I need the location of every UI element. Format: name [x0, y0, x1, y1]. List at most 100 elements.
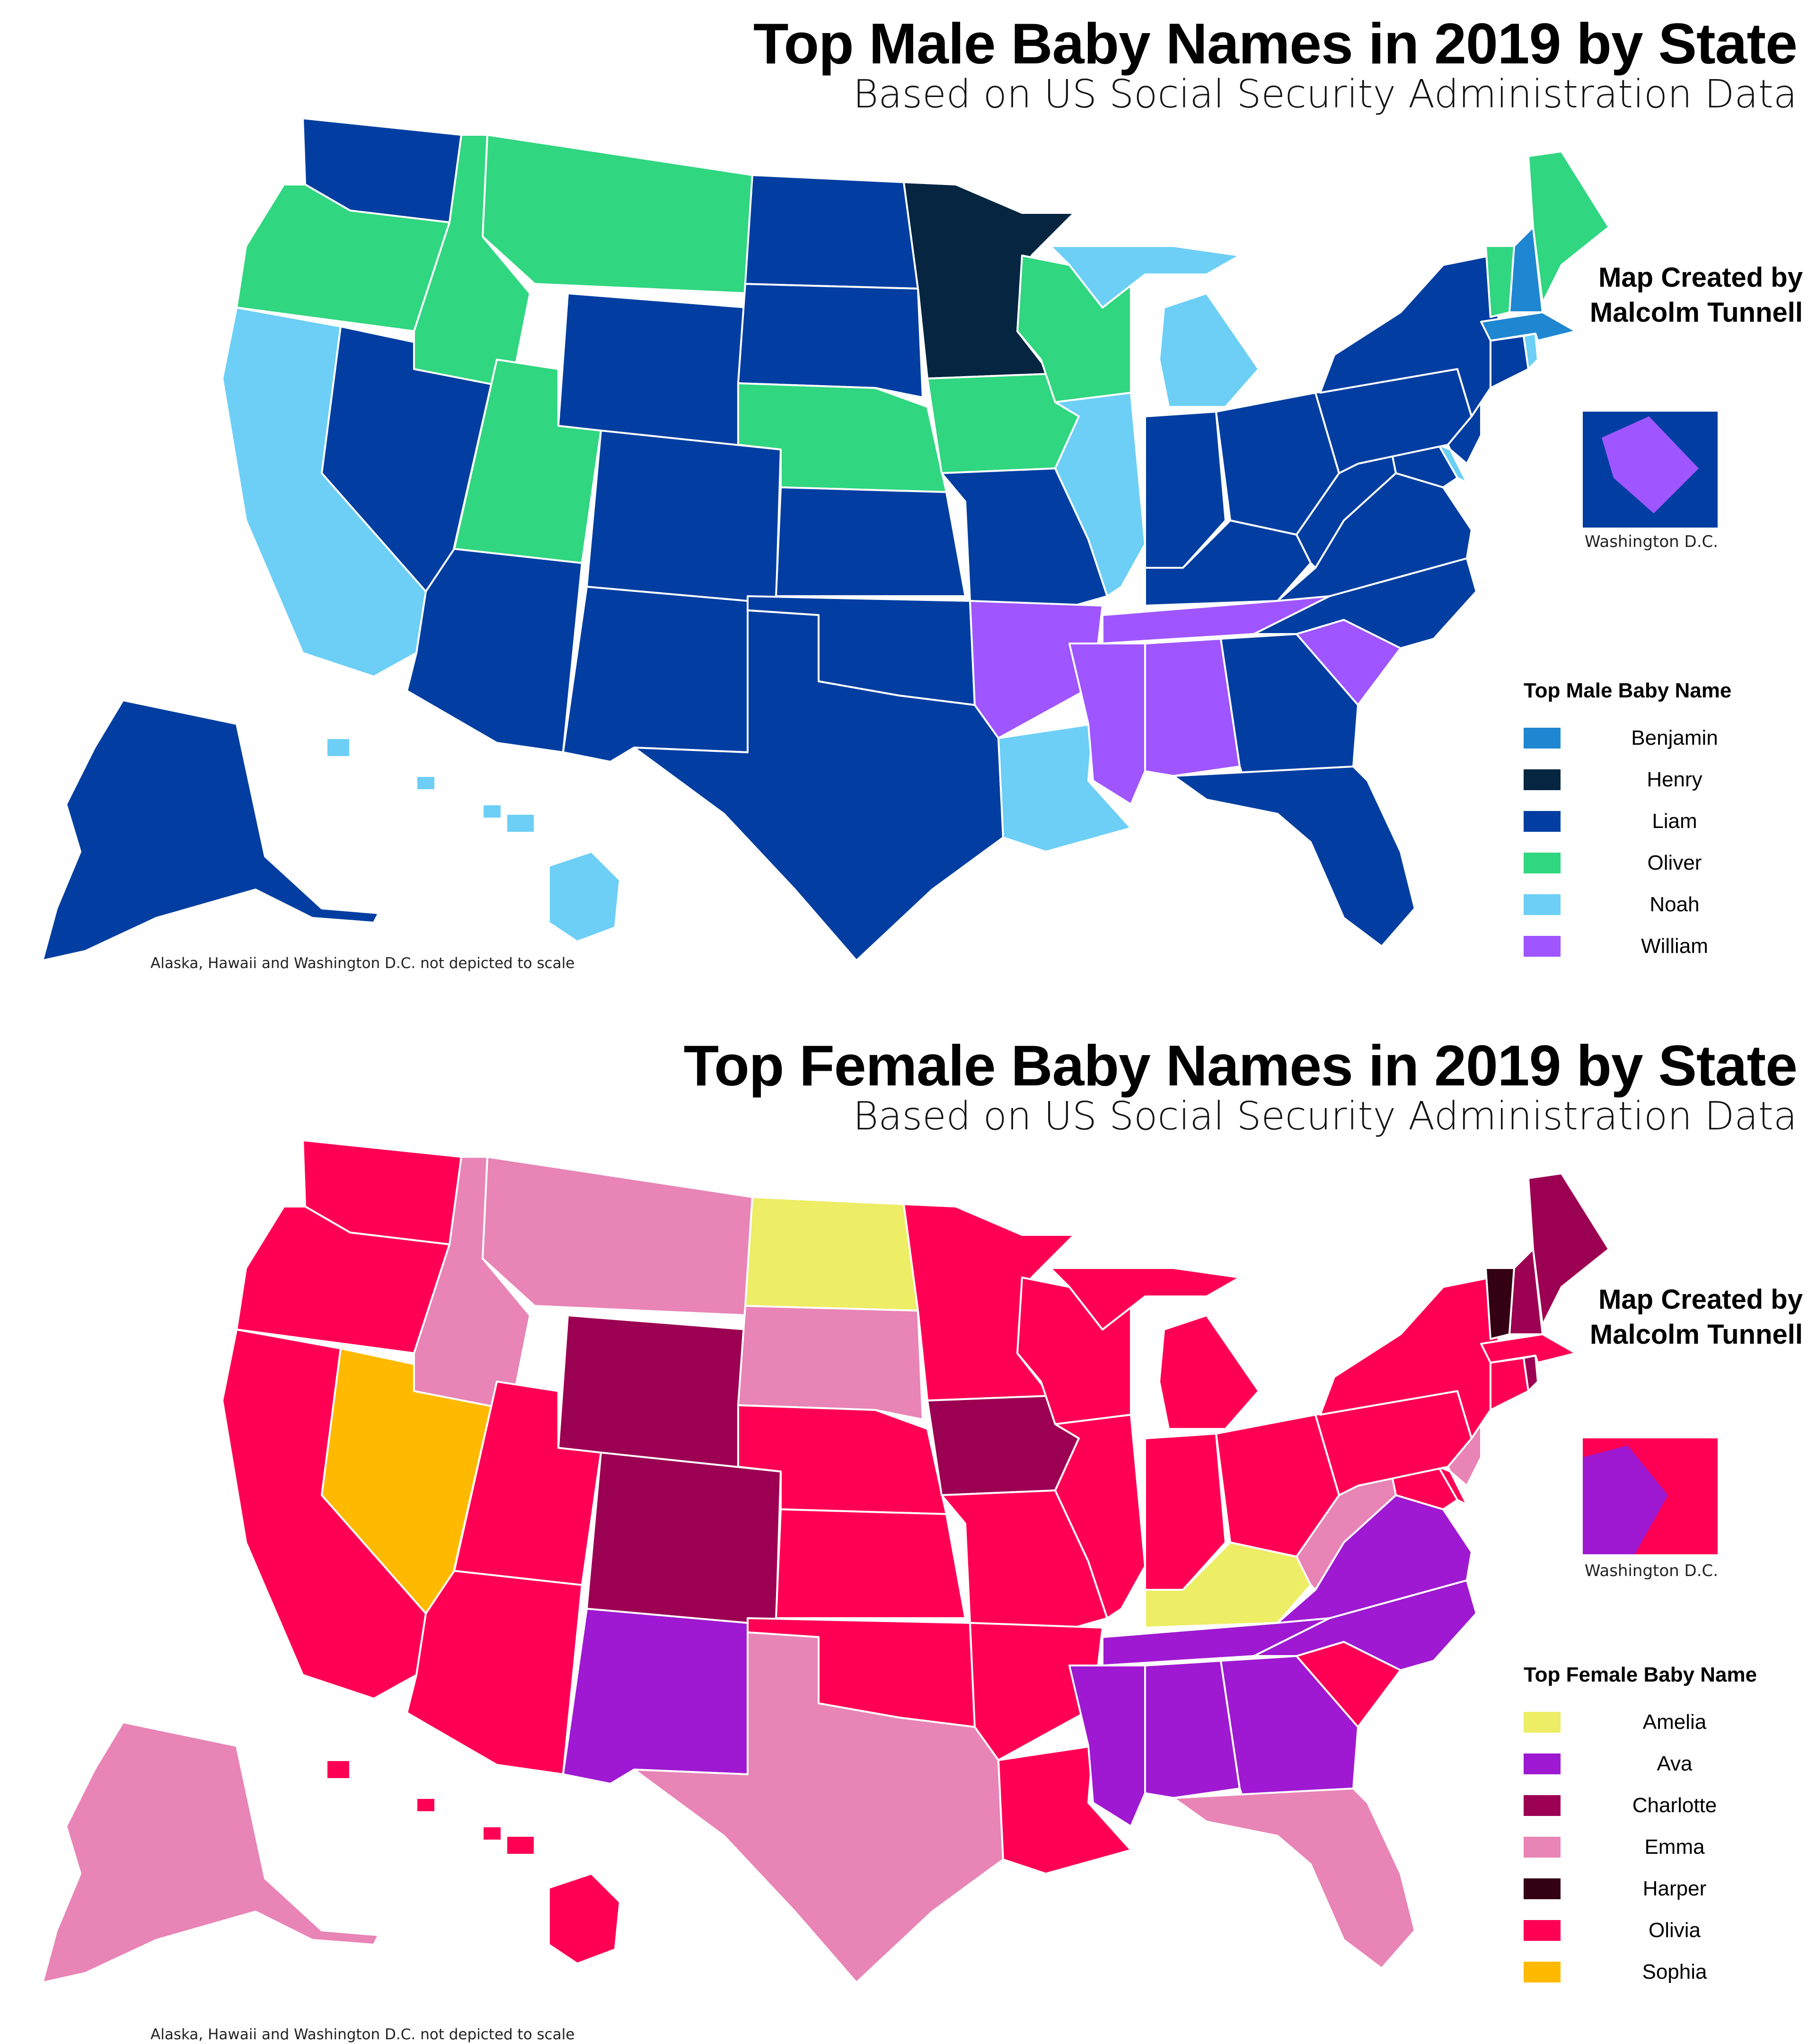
male-map-panel: Top Male Baby Names in 2019 by State Bas… — [42, 11, 1803, 972]
legend-item: Sophia — [1524, 1951, 1770, 1993]
state-co — [586, 430, 782, 607]
legend-label: Liam — [1652, 810, 1697, 833]
male-us-map — [42, 117, 1610, 961]
state-me — [1527, 150, 1610, 304]
female-legend: Top Female Baby Name Amelia Ava Charlotte E… — [1524, 1661, 1770, 1993]
state-co — [586, 1452, 782, 1629]
state-de — [1438, 1466, 1468, 1506]
state-ks — [775, 1508, 966, 1619]
state-ak — [42, 699, 379, 961]
male-legend-items: Benjamin Henry Liam Oliver Noah William — [1524, 717, 1770, 967]
male-credit-line2: Malcolm Tunnell — [1589, 297, 1803, 328]
legend-swatch — [1524, 853, 1561, 873]
state-al — [1144, 1660, 1241, 1799]
male-map-title: Top Male Baby Names in 2019 by State — [753, 11, 1798, 76]
legend-label: Harper — [1642, 1877, 1707, 1900]
legend-swatch — [1524, 1795, 1561, 1816]
legend-item: Ava — [1524, 1743, 1770, 1785]
female-map-title: Top Female Baby Names in 2019 by State — [683, 1033, 1798, 1098]
legend-label: Amelia — [1642, 1710, 1707, 1734]
legend-swatch — [1524, 1753, 1561, 1774]
female-legend-title: Top Female Baby Name — [1524, 1663, 1757, 1686]
state-az — [406, 1570, 583, 1775]
legend-item: Oliver — [1524, 842, 1770, 884]
female-dc-inset — [1583, 1438, 1718, 1554]
state-nd — [744, 1196, 919, 1312]
state-dc — [1583, 1445, 1668, 1554]
legend-label: Noah — [1649, 893, 1700, 916]
state-wy — [557, 1314, 749, 1472]
state-hi — [326, 737, 621, 943]
state-mt — [482, 134, 753, 294]
female-map-credit: Map Created by Malcolm Tunnell — [1576, 1282, 1803, 1352]
legend-swatch — [1524, 1962, 1561, 1982]
state-ar — [969, 600, 1103, 739]
state-dc — [1602, 416, 1699, 513]
state-nh — [1508, 1248, 1544, 1335]
female-states-group — [42, 1139, 1610, 1983]
legend-item: Amelia — [1524, 1701, 1770, 1743]
state-sd — [737, 1305, 924, 1420]
state-sd — [737, 283, 924, 398]
female-legend-items: Amelia Ava Charlotte Emma Harper Olivia Sophia — [1524, 1701, 1770, 1993]
male-credit-line1: Map Created by — [1598, 262, 1803, 293]
legend-label: William — [1641, 934, 1708, 958]
state-al — [1144, 638, 1241, 777]
legend-item: Emma — [1524, 1826, 1770, 1868]
state-tx — [633, 1631, 1004, 1983]
female-dc-label: Washington D.C. — [1584, 1561, 1719, 1580]
male-dc-label: Washington D.C. — [1584, 532, 1719, 551]
state-tx — [633, 609, 1004, 961]
state-fl — [1173, 1788, 1416, 1969]
legend-swatch — [1524, 936, 1561, 957]
male-dc-inset — [1583, 412, 1718, 528]
legend-swatch — [1524, 728, 1561, 749]
state-nm — [562, 1608, 749, 1785]
legend-item: Olivia — [1524, 1910, 1770, 1951]
state-nm — [562, 586, 749, 763]
state-wy — [557, 292, 749, 450]
female-credit-line1: Map Created by — [1598, 1284, 1803, 1315]
legend-label: Benjamin — [1631, 726, 1718, 749]
state-ks — [775, 486, 966, 597]
legend-swatch — [1524, 1920, 1561, 1941]
state-de — [1438, 444, 1468, 484]
male-map-credit: Map Created by Malcolm Tunnell — [1576, 260, 1803, 330]
legend-swatch — [1524, 1712, 1561, 1733]
male-legend: Top Male Baby Name Benjamin Henry Liam Oliv… — [1524, 677, 1770, 967]
legend-item: Henry — [1524, 759, 1770, 801]
legend-label: Olivia — [1648, 1919, 1701, 1942]
state-mt — [482, 1156, 753, 1316]
legend-label: Charlotte — [1632, 1794, 1717, 1817]
state-mi — [1050, 1267, 1260, 1430]
state-in — [1144, 1433, 1226, 1591]
female-credit-line2: Malcolm Tunnell — [1589, 1319, 1803, 1350]
male-footnote: Alaska, Hawaii and Washington D.C. not d… — [150, 955, 575, 972]
state-fl — [1173, 766, 1416, 947]
legend-item: Noah — [1524, 884, 1770, 925]
state-nh — [1508, 226, 1544, 313]
legend-label: Emma — [1644, 1835, 1705, 1859]
state-me — [1527, 1172, 1610, 1326]
legend-swatch — [1524, 894, 1561, 915]
state-hi — [326, 1759, 621, 1965]
legend-swatch — [1524, 769, 1561, 790]
legend-item: Charlotte — [1524, 1785, 1770, 1826]
legend-swatch — [1524, 1878, 1561, 1899]
male-map-subtitle: Based on US Social Security Administrati… — [853, 72, 1797, 117]
legend-label: Oliver — [1647, 851, 1702, 874]
legend-label: Henry — [1647, 768, 1702, 791]
state-il — [1054, 392, 1146, 597]
female-map-subtitle: Based on US Social Security Administrati… — [853, 1094, 1797, 1139]
state-in — [1144, 411, 1226, 569]
legend-swatch — [1524, 1837, 1561, 1858]
legend-label: Ava — [1657, 1752, 1693, 1775]
legend-item: William — [1524, 925, 1770, 967]
male-states-group — [42, 117, 1610, 961]
female-map-panel: Top Female Baby Names in 2019 by State B… — [0, 1022, 1817, 2044]
legend-item: Liam — [1524, 801, 1770, 842]
legend-label: Sophia — [1642, 1960, 1707, 1983]
state-ar — [969, 1622, 1103, 1761]
female-us-map — [42, 1139, 1610, 1983]
legend-item: Benjamin — [1524, 717, 1770, 759]
